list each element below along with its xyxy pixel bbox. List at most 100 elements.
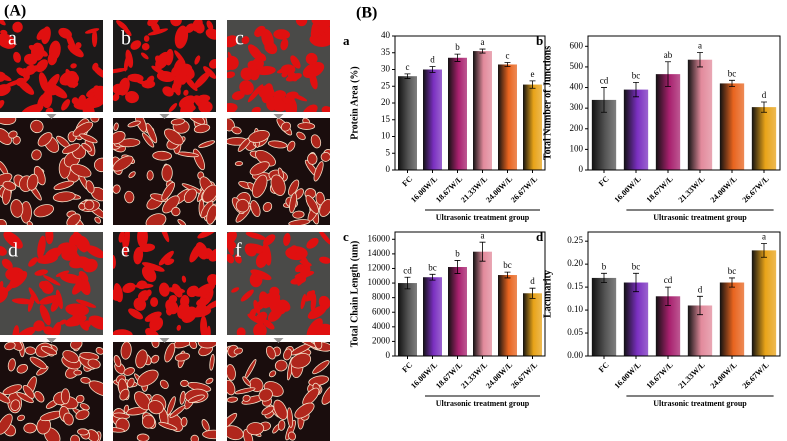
- error-bar: [697, 52, 703, 68]
- image-label: e: [121, 240, 130, 262]
- y-tick-label: 0: [579, 164, 584, 174]
- y-tick-label: 16000: [368, 233, 391, 243]
- y-tick-label: 400: [570, 82, 584, 92]
- x-tick-label: 21.33W/L: [677, 174, 707, 204]
- y-axis-title: Protein Area (%): [349, 66, 360, 140]
- micrograph: [227, 20, 330, 112]
- x-axis-title: Ultrasonic treatment group: [653, 213, 747, 222]
- significance-letter: b: [455, 249, 460, 259]
- bar: [655, 74, 681, 170]
- significance-letter: bc: [632, 70, 641, 80]
- panel-label: a: [343, 33, 350, 48]
- x-tick-label: 24.00W/L: [709, 174, 739, 204]
- error-bar: [404, 73, 411, 79]
- error-bar: [729, 79, 735, 87]
- y-tick-label: 8000: [372, 292, 391, 302]
- significance-letter: cd: [403, 265, 412, 275]
- y-tick-label: 0.25: [567, 235, 583, 245]
- x-tick-label: 26.67W/L: [509, 174, 539, 204]
- image-label: f: [235, 240, 242, 262]
- micrograph: [113, 118, 216, 225]
- micrograph: [0, 342, 103, 441]
- significance-letter: bc: [632, 261, 641, 271]
- bar: [687, 59, 713, 171]
- plot-frame: [587, 35, 781, 171]
- charts: a Protein Area (%) 0 5 10 15 20 25 30 35 40 c FC d 16.…: [343, 30, 781, 408]
- y-axis-title: Total Chain Length (um): [349, 241, 360, 348]
- error-bar: [665, 61, 671, 87]
- error-bar: [454, 53, 461, 62]
- significance-letter: cd: [664, 275, 673, 285]
- significance-letter: cd: [600, 76, 609, 86]
- y-tick-label: 25: [381, 80, 391, 90]
- bar: [591, 277, 617, 356]
- panel-label: d: [536, 229, 544, 244]
- error-bar: [404, 276, 411, 290]
- y-tick-label: 6000: [372, 306, 391, 316]
- x-tick-label: 26.67W/L: [509, 360, 539, 390]
- significance-letter: d: [430, 55, 435, 65]
- panel-label: c: [343, 229, 349, 244]
- bar: [448, 267, 467, 356]
- bar: [398, 76, 417, 170]
- error-bar: [529, 287, 536, 299]
- significance-letter: bc: [503, 260, 512, 270]
- significance-letter: d: [530, 276, 535, 286]
- error-bar: [504, 271, 511, 279]
- micrographs: a b c d e f: [0, 20, 330, 441]
- bar: [448, 57, 467, 170]
- x-tick-label: 16.00W/L: [613, 360, 643, 390]
- y-tick-label: 300: [570, 102, 584, 112]
- y-tick-label: 0.15: [567, 281, 583, 291]
- y-tick-label: 0: [386, 350, 391, 360]
- bar: [751, 107, 777, 170]
- bar: [423, 69, 442, 170]
- x-tick-label: FC: [400, 360, 414, 374]
- panel-a-label: (A): [4, 3, 26, 20]
- image-label: b: [121, 28, 131, 50]
- significance-letter: bc: [728, 68, 737, 78]
- bar: [523, 293, 542, 356]
- panel-label: b: [536, 33, 543, 48]
- significance-letter: a: [762, 232, 766, 242]
- bar: [498, 275, 517, 356]
- error-bar: [504, 62, 511, 67]
- error-bar: [601, 87, 607, 113]
- bar: [751, 250, 777, 356]
- significance-letter: c: [406, 62, 410, 72]
- x-axis-title: Ultrasonic treatment group: [653, 399, 747, 408]
- significance-letter: bc: [728, 266, 737, 276]
- y-tick-label: 40: [381, 30, 391, 40]
- y-tick-label: 10000: [368, 277, 391, 287]
- error-bar: [429, 66, 436, 73]
- bar: [498, 64, 517, 170]
- significance-letter: a: [481, 37, 485, 47]
- bar: [473, 251, 492, 356]
- x-tick-label: 21.33W/L: [677, 360, 707, 390]
- y-tick-label: 600: [570, 40, 584, 50]
- y-tick-label: 0.05: [567, 327, 583, 337]
- significance-letter: bc: [428, 262, 437, 272]
- micrograph: [0, 118, 103, 225]
- significance-letter: ab: [664, 50, 673, 60]
- error-bar: [479, 48, 486, 54]
- bar: [473, 51, 492, 171]
- panel-b-label: (B): [356, 5, 377, 22]
- x-tick-label: 18.67W/L: [645, 174, 675, 204]
- error-bar: [633, 81, 639, 98]
- y-tick-label: 30: [381, 64, 391, 74]
- y-tick-label: 2000: [372, 335, 391, 345]
- y-tick-label: 200: [570, 123, 584, 133]
- x-tick-label: FC: [400, 174, 414, 188]
- bar: [719, 83, 745, 170]
- x-axis-title: Ultrasonic treatment group: [436, 399, 530, 408]
- bar: [719, 282, 745, 356]
- bar: [423, 277, 442, 356]
- bar: [523, 84, 542, 170]
- error-bar: [429, 273, 436, 281]
- micrograph: [227, 232, 330, 335]
- significance-letter: b: [455, 42, 460, 52]
- y-tick-label: 35: [381, 47, 391, 57]
- x-axis-title: Ultrasonic treatment group: [436, 213, 530, 222]
